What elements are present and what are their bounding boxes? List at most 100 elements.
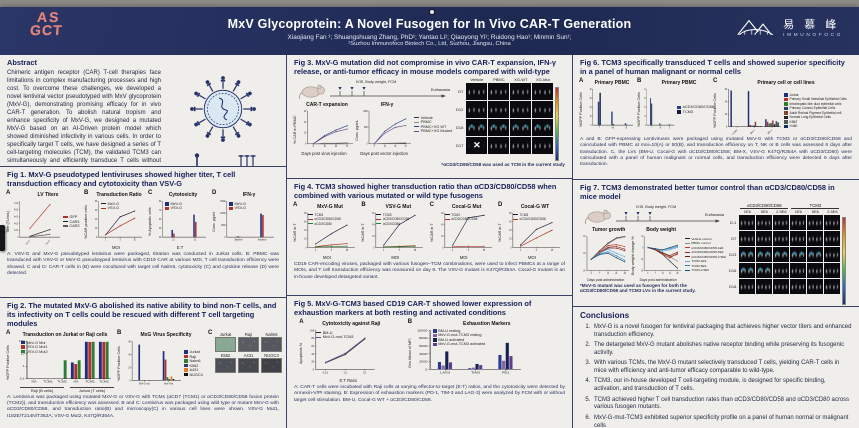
svg-text:14: 14: [662, 272, 664, 274]
authors: Xiaojiang Fan ¹; Shuangshuang Zhang, PhD…: [287, 33, 572, 41]
section-fig4: Fig 4. TCM3 showed higher transduction r…: [287, 179, 572, 296]
svg-text:TIM3: TIM3: [471, 371, 480, 374]
legend-chip: [229, 202, 233, 206]
svg-text:10000: 10000: [417, 329, 427, 332]
svg-text:40: 40: [509, 230, 512, 232]
legend-chip: [684, 256, 690, 258]
fig2-panel-b: B MxG Virus Specificity %GFP Positive Ce…: [117, 330, 208, 389]
legend-item: VSV-G Mut2: [21, 350, 48, 354]
legend-item: H460: [784, 124, 847, 128]
svg-text:5: 5: [467, 250, 469, 252]
legend-item: αCD3/CD80: [376, 222, 409, 226]
svg-text:5000: 5000: [364, 127, 369, 129]
svg-text:3:1: 3:1: [363, 370, 367, 374]
fig2a-group-labels: Raji (B cells) Jurkat (T cells): [7, 386, 117, 393]
conclusions-list: MxV-G is a novel fusogen for lentiviral …: [592, 324, 852, 428]
panel-letter: A: [6, 329, 11, 336]
column-3: Fig 6. TCM3 specifically transduced T ce…: [573, 55, 859, 428]
legend-item: αCD3/CD80/CD58: [512, 217, 546, 221]
svg-text:0: 0: [643, 247, 645, 249]
panel-letter: A: [299, 318, 304, 325]
fig3-ifng-panel: IFN-γ Conc. pg/mL 0 5000 10000 0 13 20 27 Days…: [355, 102, 412, 156]
svg-text:NK: NK: [612, 127, 615, 129]
svg-text:Activation: Activation: [258, 238, 267, 241]
svg-text:20: 20: [304, 238, 307, 240]
section-fig3: Fig 3. MxV-G mutation did not compromise…: [287, 55, 572, 179]
legend-chip: [316, 336, 322, 338]
svg-text:20: 20: [509, 238, 512, 240]
fig3-footnote: *αCD3/CD80/CD58 was used as TCM in the c…: [441, 161, 565, 167]
legend-label: PBMC+XG Mutant: [420, 129, 452, 134]
legend-item: αCD3/CD80/CD58-1E6: [684, 246, 726, 250]
ivis-cell: [466, 83, 488, 101]
fig1a-chart-title: LV Titers: [37, 191, 59, 198]
ivis-corner: [729, 203, 738, 209]
svg-text:20: 20: [95, 228, 98, 230]
svg-text:TCM2: TCM2: [99, 380, 109, 383]
legend-item: K562: [784, 120, 847, 124]
legend-chip: [414, 126, 420, 128]
immunofoco-mountain-icon: [737, 19, 774, 36]
asgct-logo-line2: GCT: [29, 22, 64, 39]
ivis-cell: [510, 137, 532, 155]
fig7-weight-ylabel: Body weight change %: [631, 236, 636, 276]
conclusion-item: MxV-G-mut-TCM3 exhibited superior specif…: [592, 415, 852, 428]
fig7-title: Fig 7. TCM3 demonstrated better tumor co…: [580, 183, 835, 201]
pushpin: [429, 10, 434, 14]
fig4c-ylabel: %CAR in T: [429, 223, 434, 243]
fig6b-title: Primary PBMC: [661, 79, 697, 86]
svg-text:1×10⁸: 1×10⁸: [14, 201, 18, 205]
legend-label: TCM3: [382, 212, 392, 217]
fig3-expansion-chart: 0 20 40 60 0 13 20 27: [304, 110, 353, 148]
fig7-schematic: IVIS, Body weight, FCM Euthanasia: [584, 204, 724, 226]
legend-label: αCD3/CD80/CD58-5E6: [691, 250, 724, 255]
legend-chip: [308, 218, 313, 220]
svg-text:2000: 2000: [419, 360, 427, 363]
legend-item: VSV-G: [229, 206, 246, 210]
svg-text:40: 40: [304, 121, 307, 123]
fig6a-ylabel: %GFP Positive Cells: [579, 92, 583, 128]
fig7-tumor-panel: Tumor growth 10⁴ 10⁶ 10⁸ 0 7 14 21 28 Days post…: [580, 227, 631, 282]
fig1d-ylabel: Conc. pg/ml: [212, 211, 216, 232]
svg-text:0: 0: [305, 247, 307, 249]
ivis-corner: [456, 78, 465, 82]
svg-text:15000: 15000: [220, 201, 226, 203]
fig4a-ylabel: %CAR in T: [293, 223, 297, 243]
legend-chip: [684, 251, 690, 253]
ivis-cell: [488, 137, 510, 155]
ivis-group: TCM3: [791, 203, 840, 209]
fig1c-xlabel: E:T: [176, 244, 184, 250]
conclusion-item: MxV-G is a novel fusogen for lentiviral …: [592, 324, 852, 340]
legend-chip: [376, 218, 382, 220]
svg-text:30: 30: [590, 98, 592, 100]
fig4d-ylabel: %CAR in T: [497, 223, 502, 243]
fig4b-legend: TCM3 αCD3/CD80/CD58 αCD3/CD80: [376, 213, 409, 227]
fig7-weight-panel: Body weight Body weight change % -20 -10 0…: [631, 227, 683, 282]
fig1b-chart-title: Transduction Ratio: [96, 191, 142, 198]
svg-text:T: T: [599, 127, 601, 129]
fig6-caption: A and B: GFP-expressing Lentiviruses wer…: [580, 136, 852, 168]
svg-text:20: 20: [312, 360, 315, 363]
ivis-cell: [824, 279, 841, 295]
ivis-cell: [488, 101, 510, 119]
svg-text:10⁸: 10⁸: [583, 236, 586, 238]
fig3-expansion-title: CAR-T expansion: [306, 101, 348, 108]
svg-text:TCM2: TCM2: [57, 380, 67, 383]
fig4b-xlabel: MOI: [391, 254, 400, 260]
legend-label: MxV-G: [234, 201, 247, 206]
svg-text:70: 70: [159, 210, 162, 212]
legend-item: BM-U activated: [432, 338, 486, 342]
fig3-expansion-ylabel: % CAR in PBMC: [293, 115, 297, 144]
svg-text:40: 40: [159, 237, 162, 239]
legend-label: Vehicle: [420, 115, 433, 120]
micrograph-label: Jurkat: [219, 331, 232, 337]
fig5b-legend: BM-U resting MxV-G-mut-TCM3 resting BM-U a…: [432, 329, 486, 347]
legend-chip: [308, 214, 313, 216]
fig7-ivis-grid: αCD3/CD80/CD58 TCM3 1E6 5E6 2.5E6 1E6 5E6 2.5E6…: [729, 203, 841, 305]
legend-label: MxV-G Mut: [26, 340, 46, 345]
svg-text:VSV-G: VSV-G: [26, 239, 31, 245]
conclusion-item: TCM3 achieved higher T cell transduction…: [592, 397, 852, 413]
legend-chip: [432, 333, 437, 337]
fig6c-legend: Jurkat Primary Small Intestinal Epithelia…: [784, 93, 847, 129]
svg-text:25: 25: [414, 250, 417, 252]
